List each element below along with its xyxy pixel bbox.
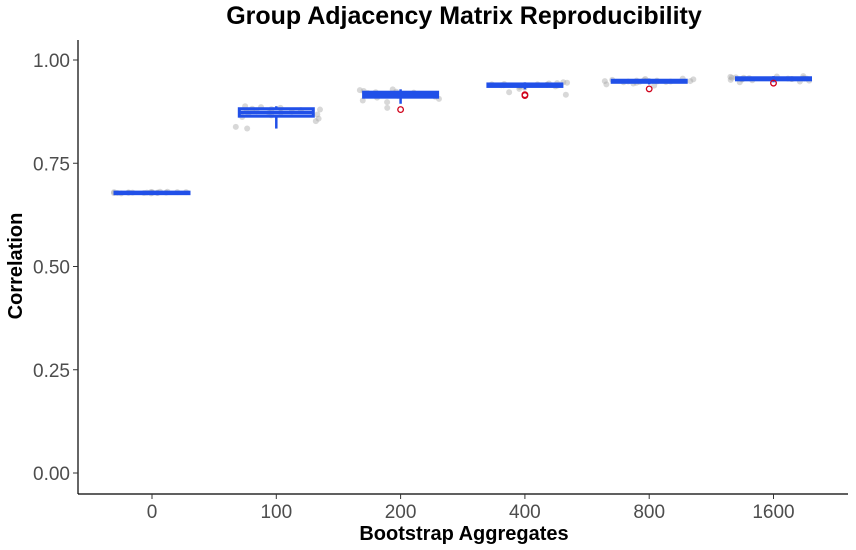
outlier-point	[521, 92, 529, 99]
data-point	[687, 78, 694, 85]
x-tick-label: 0	[147, 502, 158, 523]
outlier-point	[397, 106, 405, 114]
data-point	[601, 78, 608, 85]
y-tick-label: 0.50	[33, 258, 70, 279]
chart-title: Group Adjacency Matrix Reproducibility	[226, 2, 702, 30]
x-tick-label: 1600	[752, 502, 794, 523]
data-point	[728, 74, 735, 81]
y-tick-label: 0.25	[33, 361, 70, 382]
y-tick-label: 1.00	[33, 51, 70, 72]
outlier-point	[770, 79, 777, 87]
x-axis-title: Bootstrap Aggregates	[359, 523, 568, 545]
data-point	[356, 87, 363, 94]
data-point	[651, 82, 658, 89]
x-tick-label: 400	[509, 502, 541, 523]
data-point	[506, 89, 513, 96]
y-tick-label: 0.00	[33, 464, 70, 485]
data-point	[315, 115, 322, 122]
data-point	[314, 111, 321, 118]
x-tick-label: 100	[260, 502, 292, 523]
y-axis-title: Correlation	[5, 213, 27, 320]
data-point	[359, 97, 366, 104]
y-tick-label: 0.75	[33, 154, 70, 175]
x-tick-label: 200	[385, 502, 417, 523]
data-point	[244, 125, 251, 132]
outlier-point	[645, 85, 653, 93]
x-tick-label: 800	[633, 502, 665, 523]
data-point	[232, 123, 239, 130]
data-point	[384, 99, 391, 106]
data-point	[603, 81, 610, 88]
data-point	[727, 73, 734, 80]
data-point	[562, 91, 569, 98]
data-point	[384, 104, 391, 111]
data-point	[727, 76, 734, 83]
data-point	[564, 79, 571, 86]
data-point	[690, 76, 697, 83]
data-point	[317, 106, 324, 113]
data-point	[312, 118, 319, 125]
plot-area: 0.00 0.25 0.50 0.75 1.00 0 100 200 400 800 1600	[33, 40, 848, 523]
